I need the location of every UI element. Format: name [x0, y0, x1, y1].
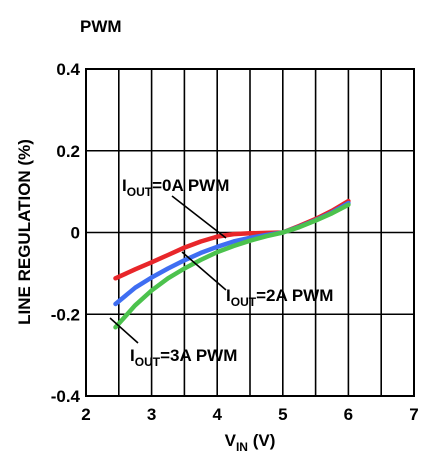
x-tick-label: 5	[278, 405, 287, 424]
annotation-iout-0a: IOUT=0A PWM	[122, 176, 229, 199]
x-tick-label: 7	[409, 405, 418, 424]
y-tick-label: -0.4	[51, 387, 81, 406]
x-tick-label: 3	[147, 405, 156, 424]
y-tick-label: 0	[71, 224, 80, 243]
annotation-iout-3a: IOUT=3A PWM	[130, 346, 237, 369]
leader-iout-0a	[171, 195, 227, 239]
x-tick-label: 2	[81, 405, 90, 424]
leader-iout-2a	[181, 251, 227, 291]
chart-title: PWM	[80, 17, 122, 36]
series-line-2	[113, 202, 351, 330]
x-tick-label: 4	[212, 405, 222, 424]
y-tick-labels: -0.4 -0.2 0 0.2 0.4	[51, 60, 81, 406]
y-tick-label: -0.2	[51, 305, 80, 324]
series-layer	[113, 198, 351, 330]
y-tick-label: 0.2	[56, 142, 80, 161]
series-line-0	[113, 198, 351, 281]
annotation-iout-2a: IOUT=2A PWM	[226, 286, 333, 309]
plot-frame	[85, 68, 415, 397]
annotation-leaders	[109, 195, 227, 344]
x-tick-labels: 2 3 4 5 6 7	[81, 405, 418, 424]
x-tick-label: 6	[344, 405, 353, 424]
x-axis-title: VIN (V)	[225, 431, 276, 454]
y-axis-title: LINE REGULATION (%)	[15, 139, 34, 325]
y-tick-label: 0.4	[56, 60, 80, 79]
leader-iout-3a	[109, 317, 139, 344]
